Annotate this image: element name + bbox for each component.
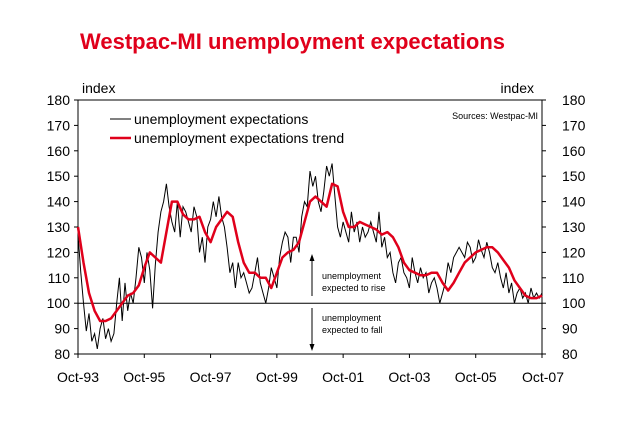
x-ticks: Oct-93 Oct-95 Oct-97 Oct-99 Oct-01 Oct-03 Oct-… [57,354,564,385]
y-tick-label-right: 170 [562,117,586,133]
y-tick-label-left: 80 [54,346,70,362]
annotation-rise: unemployment expected to rise [309,254,386,296]
x-tick-label: Oct-01 [322,369,364,385]
y-ticks-right: 80 90 100 110 120 130 140 150 160 170 180 [542,92,586,362]
x-tick-label: Oct-05 [455,369,497,385]
y-tick-label-left: 170 [47,117,71,133]
arrow-up-icon [309,254,315,261]
x-tick-label: Oct-03 [388,369,430,385]
y-tick-label-right: 100 [562,295,586,311]
y-tick-label-left: 180 [47,92,71,108]
y-tick-label-right: 120 [562,244,586,260]
annotation-fall-line2: expected to fall [322,325,383,335]
y-tick-label-left: 160 [47,143,71,159]
y-tick-label-left: 100 [47,295,71,311]
y-tick-label-right: 150 [562,168,586,184]
y-axis-right-label: index [501,80,534,96]
y-tick-label-right: 160 [562,143,586,159]
y-tick-label-left: 130 [47,219,71,235]
x-tick-label: Oct-97 [190,369,232,385]
x-tick-label: Oct-99 [256,369,298,385]
annotation-rise-line1: unemployment [322,271,382,281]
y-tick-label-left: 110 [48,270,71,286]
y-tick-label-right: 180 [562,92,586,108]
series-line-unemployment-expectations-trend [76,182,543,323]
legend-label-raw: unemployment expectations [134,111,308,127]
y-axis-left-label: index [82,80,115,96]
x-tick-label: Oct-95 [123,369,165,385]
y-tick-label-left: 120 [47,244,71,260]
annotation-fall-line1: unemployment [322,313,382,323]
y-tick-label-right: 80 [562,346,578,362]
y-tick-label-left: 90 [54,321,70,337]
source-note: Sources: Westpac-MI [452,111,538,121]
chart-title: Westpac-MI unemployment expectations [80,29,505,54]
x-tick-label: Oct-93 [57,369,99,385]
annotation-fall: unemployment expected to fall [309,308,383,351]
legend: unemployment expectations unemployment e… [110,111,344,146]
annotation-rise-line2: expected to rise [322,283,386,293]
legend-label-trend: unemployment expectations trend [134,130,344,146]
y-tick-label-left: 150 [47,168,71,184]
arrow-down-icon [309,344,315,351]
y-tick-label-right: 110 [562,270,585,286]
series-line-unemployment-expectations [77,163,543,349]
x-tick-label: Oct-07 [522,369,564,385]
y-tick-label-right: 140 [562,194,586,210]
y-tick-label-right: 130 [562,219,586,235]
y-tick-label-right: 90 [562,321,578,337]
y-ticks-left: 80 90 100 110 120 130 140 150 160 170 180 [47,92,78,362]
y-tick-label-left: 140 [47,194,71,210]
